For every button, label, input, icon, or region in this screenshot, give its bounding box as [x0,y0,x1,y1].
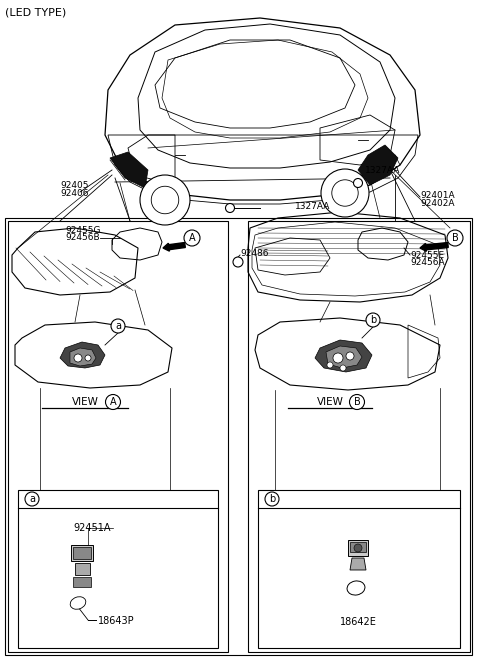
Circle shape [447,230,463,246]
Text: 92455G: 92455G [65,226,100,234]
Bar [348,540,368,556]
Polygon shape [350,558,366,570]
Polygon shape [326,346,362,368]
Circle shape [353,179,362,187]
Circle shape [111,319,125,333]
Circle shape [346,352,354,360]
Circle shape [321,169,369,217]
Text: B: B [354,397,360,407]
Ellipse shape [70,596,86,609]
Text: VIEW: VIEW [317,397,343,407]
Circle shape [366,313,380,327]
Circle shape [233,257,243,267]
Text: 92451A: 92451A [73,523,110,533]
Bar [75,563,90,575]
Ellipse shape [347,581,365,595]
Text: A: A [110,397,116,407]
Circle shape [85,355,91,361]
Text: B: B [452,233,458,243]
Circle shape [106,395,120,410]
Polygon shape [73,577,91,587]
Circle shape [349,395,364,410]
Circle shape [354,544,362,552]
Text: b: b [370,315,376,325]
Polygon shape [358,145,398,185]
Circle shape [74,354,82,362]
Polygon shape [60,342,105,368]
Circle shape [151,186,179,214]
FancyArrow shape [163,242,185,251]
Circle shape [184,230,200,246]
Bar [73,547,91,559]
Bar [258,490,460,648]
Text: 1327AA: 1327AA [365,166,400,175]
Text: 92486: 92486 [240,248,268,258]
Circle shape [140,175,190,225]
Polygon shape [70,348,96,366]
Circle shape [327,362,333,368]
Bar [8,221,228,652]
Text: b: b [269,494,275,504]
Circle shape [226,203,235,213]
Text: a: a [115,321,121,331]
Circle shape [333,353,343,363]
Text: A: A [189,233,195,243]
Text: (LED TYPE): (LED TYPE) [5,7,66,17]
Text: 92406: 92406 [61,189,89,197]
Polygon shape [315,340,372,372]
Circle shape [265,492,279,506]
Circle shape [340,365,346,371]
Text: 92456A: 92456A [410,258,444,267]
Circle shape [25,492,39,506]
Text: VIEW: VIEW [72,397,98,407]
Text: 18643P: 18643P [98,616,134,626]
Text: 92402A: 92402A [420,199,455,207]
Bar [350,542,366,552]
Bar [248,221,470,652]
Text: 18642E: 18642E [339,617,376,627]
Text: 92456B: 92456B [65,232,100,242]
Bar [18,490,218,648]
Text: 92455E: 92455E [410,250,444,260]
Text: a: a [29,494,35,504]
Circle shape [332,180,358,206]
Text: 92405: 92405 [61,181,89,189]
Text: 92401A: 92401A [420,191,455,199]
Text: 1327AA: 1327AA [295,201,330,211]
FancyArrow shape [420,242,448,252]
Bar [5,218,472,655]
Polygon shape [110,152,148,188]
Bar [71,545,93,561]
